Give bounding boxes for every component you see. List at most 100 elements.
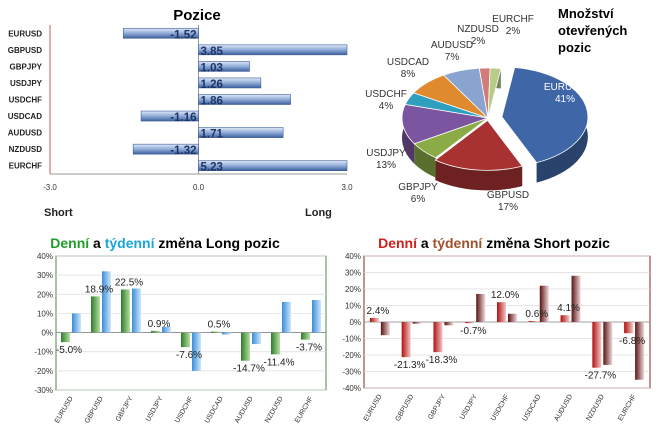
daily-change-bar xyxy=(560,315,570,322)
x-category-label: USDCAD xyxy=(522,394,543,423)
long-chart-title: Denní a týdenní změna Long pozic xyxy=(50,235,280,251)
short-change-chart-panel: Denní a týdenní změna Short pozic 40% 30%… xyxy=(334,228,656,434)
x-category-label: USDJPY xyxy=(459,393,479,421)
pie-slice-side xyxy=(435,160,523,191)
long-change-chart-panel: Denní a týdenní změna Long pozic 40% 30% 2… xyxy=(0,228,330,434)
data-label: 0.9% xyxy=(148,319,171,330)
pie-slice xyxy=(501,67,589,164)
data-label: -0.7% xyxy=(460,326,486,337)
chart-title-part: a xyxy=(417,235,433,251)
x-category-label: NZDUSD xyxy=(264,396,285,425)
open-positions-pie-panel: Množství otevřených pozic EURUSD 41% GBPUS… xyxy=(360,0,656,225)
position-value-label: 3.85 xyxy=(201,46,224,58)
pie-slice-name: AUDUSD xyxy=(431,40,473,51)
pie-slice-percent: 13% xyxy=(376,160,396,171)
position-value-label: 1.86 xyxy=(201,96,223,108)
x-category-label: GBPJPY xyxy=(427,393,447,421)
x-category-label: AUDUSD xyxy=(234,396,255,425)
weekly-change-bar xyxy=(72,313,81,333)
daily-change-bar xyxy=(271,332,280,355)
position-category-label: AUDUSD xyxy=(8,129,42,138)
data-label: -21.3% xyxy=(394,360,426,371)
x-category-label: GBPUSD xyxy=(395,394,416,423)
chart-title-part: změna Long pozic xyxy=(155,235,280,251)
daily-change-bar xyxy=(151,330,160,333)
x-category-label: GBPJPY xyxy=(115,395,135,423)
data-label: -5.0% xyxy=(56,345,82,356)
weekly-change-bar xyxy=(635,322,645,380)
long-change-plot: 40% 30% 20% 10% 0% -10% -20% -30% -5.0% EURUSD 18.… xyxy=(34,252,327,425)
weekly-change-bar xyxy=(539,285,549,322)
y-tick-label: -20% xyxy=(34,367,53,376)
data-label: -6.8% xyxy=(619,336,645,347)
x-category-label: EURUSD xyxy=(54,396,75,425)
pie-slice-name: NZDUSD xyxy=(457,24,499,35)
data-label: 18.9% xyxy=(85,284,113,295)
data-label: 12.0% xyxy=(491,290,519,301)
y-tick-label: -30% xyxy=(34,386,53,395)
positions-title: Pozice xyxy=(173,7,221,24)
pie-slice-percent: 7% xyxy=(445,52,460,63)
y-tick-label: 10% xyxy=(345,302,361,311)
x-category-label: NZDUSD xyxy=(585,394,606,423)
pie-slice-percent: 17% xyxy=(498,202,518,213)
data-label: -3.7% xyxy=(296,343,322,354)
position-value-label: 5.23 xyxy=(201,162,223,174)
y-tick-label: -30% xyxy=(342,368,361,377)
position-value-label: -1.16 xyxy=(170,112,196,124)
position-category-label: EURCHF xyxy=(9,162,42,171)
weekly-change-bar xyxy=(252,332,261,345)
x-category-label: USDCAD xyxy=(204,396,225,425)
weekly-change-bar xyxy=(444,322,454,326)
long-change-chart: Denní a týdenní změna Long pozic 40% 30% 2… xyxy=(34,235,327,425)
pie-slice-name: USDJPY xyxy=(366,148,406,159)
daily-change-bar xyxy=(592,322,602,368)
data-label: -27.7% xyxy=(584,371,616,382)
daily-change-bar xyxy=(241,332,250,361)
position-bar xyxy=(198,77,262,89)
position-category-label: USDJPY xyxy=(10,79,43,88)
positions-x-tick-label: -3.0 xyxy=(43,183,57,192)
daily-change-bar xyxy=(465,322,475,324)
pie-slice-name: USDCHF xyxy=(365,89,407,100)
position-bar xyxy=(198,44,348,56)
y-tick-label: 30% xyxy=(37,271,53,280)
short-label: Short xyxy=(44,207,73,219)
weekly-change-bar xyxy=(282,301,291,333)
pie-title-line-1: Množství xyxy=(558,6,614,21)
pie-title-line-2: otevřených xyxy=(558,23,627,38)
daily-change-bar xyxy=(497,302,506,322)
weekly-change-bar xyxy=(192,332,201,371)
data-label: 4.1% xyxy=(557,303,580,314)
position-value-label: 1.03 xyxy=(201,62,223,74)
position-bar xyxy=(122,27,199,39)
positions-x-tick-label: 3.0 xyxy=(341,183,353,192)
weekly-change-bar xyxy=(476,293,486,322)
pie-slice-name: USDCAD xyxy=(387,57,429,68)
pie-slice xyxy=(434,119,523,171)
positions-chart: Pozice EURUSD -1.52 GBPUSD 3.85 GBPJPY 1.03 US… xyxy=(8,7,353,219)
position-bar xyxy=(132,143,199,155)
positions-chart-panel: Pozice EURUSD -1.52 GBPUSD 3.85 GBPJPY 1.03 US… xyxy=(0,0,372,225)
y-tick-label: 40% xyxy=(345,252,361,261)
weekly-change-bar xyxy=(380,322,390,336)
pie-slice-name: EURCHF xyxy=(492,14,534,25)
y-tick-label: 10% xyxy=(37,309,53,318)
daily-change-bar xyxy=(433,322,443,353)
daily-change-bar xyxy=(401,322,411,358)
position-category-label: GBPJPY xyxy=(10,62,43,71)
pie-slice-name: GBPUSD xyxy=(487,190,529,201)
position-value-label: 1.26 xyxy=(201,79,223,91)
pie-slice-name: GBPJPY xyxy=(398,182,438,193)
daily-change-bar xyxy=(369,318,379,322)
position-bar xyxy=(198,127,284,138)
data-label: 0.5% xyxy=(208,320,231,331)
positions-plot-area: EURUSD -1.52 GBPUSD 3.85 GBPJPY 1.03 USDJPY 1.2… xyxy=(8,25,353,192)
position-bar xyxy=(198,160,348,172)
pie-slice-percent: 6% xyxy=(411,194,426,205)
pie-slice-name: EURUSD xyxy=(544,82,586,93)
position-value-label: -1.32 xyxy=(170,145,196,157)
x-category-label: EURUSD xyxy=(363,394,384,423)
